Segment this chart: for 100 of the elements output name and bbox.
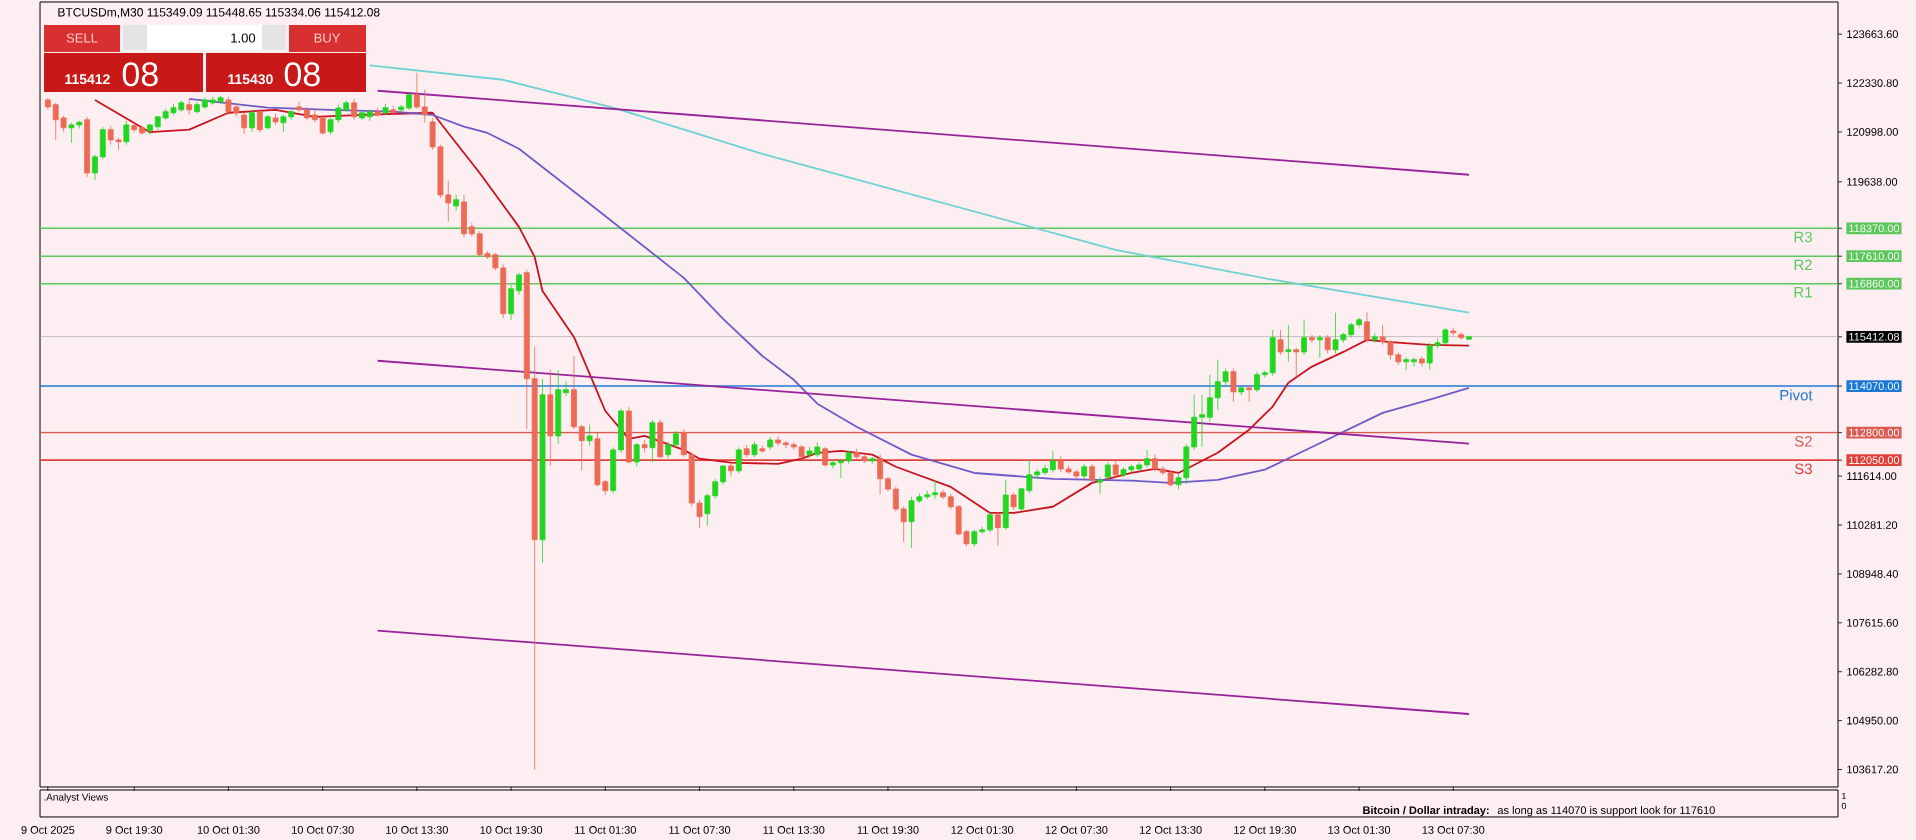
candlestick (147, 123, 153, 136)
x-tick-label: 12 Oct 19:30 (1234, 826, 1296, 834)
ref-line-label: S2 (1794, 436, 1812, 447)
candlestick (673, 430, 679, 448)
y-tick-label: 110281.20 (1847, 521, 1898, 529)
candlestick (84, 116, 91, 178)
candlestick (1191, 394, 1198, 451)
candlestick (1411, 357, 1417, 368)
candlestick (1152, 454, 1158, 472)
candlestick (1089, 463, 1096, 483)
candlestick (131, 122, 138, 133)
candlestick (1081, 463, 1088, 480)
x-tick-label: 10 Oct 07:30 (292, 826, 354, 834)
y-tick-label: 123663.60 (1847, 30, 1898, 39)
candlestick (1356, 317, 1362, 328)
candlestick (720, 464, 727, 486)
candlestick (1309, 334, 1315, 344)
text: as long as 114070 is support look for 117610 (1497, 806, 1715, 817)
candlestick (421, 89, 428, 124)
y-tick-label: 122330.80 (1847, 79, 1898, 87)
candlestick (272, 113, 279, 126)
candlestick (1199, 394, 1205, 448)
candlestick (468, 222, 475, 237)
candlestick (657, 419, 664, 459)
candlestick (249, 109, 255, 133)
candlestick (571, 355, 577, 430)
y-tick-label: 107615.60 (1847, 618, 1898, 627)
candlestick (296, 101, 303, 113)
annotation: 115430 (228, 74, 273, 85)
candlestick (1104, 461, 1111, 481)
candlestick (359, 111, 365, 121)
candlestick (743, 444, 750, 458)
y-tick-label: 104950.00 (1847, 716, 1898, 725)
y-tick-label: 119638.00 (1847, 177, 1898, 186)
candlestick (1002, 479, 1009, 531)
candlestick (264, 114, 271, 131)
candlestick (1034, 468, 1041, 480)
annotation: 1.00 (231, 33, 256, 43)
candlestick (508, 284, 515, 321)
x-tick-label: 10 Oct 19:30 (480, 826, 543, 834)
candlestick (1144, 449, 1150, 468)
candlestick (665, 441, 672, 459)
ref-line-label: Pivot (1780, 389, 1813, 401)
candlestick (390, 105, 397, 115)
candlestick (680, 428, 687, 458)
candlestick (1246, 384, 1253, 403)
candlestick (1371, 332, 1378, 344)
candlestick (1293, 347, 1300, 378)
text: Bitcoin / Dollar intraday: (1363, 806, 1489, 817)
candlestick (649, 419, 656, 463)
candlestick (516, 272, 522, 296)
candlestick (822, 446, 829, 468)
candlestick (1324, 334, 1331, 354)
candlestick (1238, 386, 1245, 396)
candlestick (1049, 450, 1056, 473)
x-tick-label: 12 Oct 13:30 (1139, 826, 1202, 834)
y-tick-label: 112050.00 (1849, 456, 1900, 465)
annotation: 115412 (65, 74, 110, 85)
x-tick-label: 9 Oct 2025 (21, 826, 75, 834)
candlestick (304, 106, 310, 121)
candlestick (1112, 460, 1119, 479)
candlestick (830, 459, 836, 469)
candlestick (1261, 370, 1268, 379)
candlestick (461, 194, 467, 238)
x-tick-label: 12 Oct 07:30 (1045, 826, 1108, 834)
y-tick-label: 114070.00 (1849, 382, 1900, 390)
candlestick (578, 424, 585, 472)
y-tick-label: 111614.00 (1847, 472, 1897, 481)
candlestick (1458, 331, 1465, 341)
chart-title: BTCUSDm,M30 115349.09 115448.65 115334.06 115412.08 (58, 8, 380, 18)
candlestick (625, 406, 632, 464)
text: 0 (1841, 802, 1847, 810)
y-tick-label: 112800.00 (1849, 428, 1900, 437)
candlestick (311, 109, 318, 124)
x-tick-label: 11 Oct 19:30 (857, 826, 919, 834)
candlestick (1403, 357, 1410, 371)
candlestick (837, 459, 844, 479)
candlestick (1097, 476, 1103, 495)
candlestick (555, 369, 562, 445)
candlestick (1042, 464, 1048, 476)
candlestick (123, 120, 130, 146)
candlestick (547, 369, 554, 467)
x-tick-label: 10 Oct 01:30 (197, 826, 260, 834)
candlestick (751, 441, 758, 458)
candlestick (1418, 356, 1425, 368)
candlestick (1277, 329, 1284, 356)
candlestick (782, 440, 789, 449)
candlestick (139, 125, 145, 136)
y-tick-label: 116860.00 (1849, 279, 1900, 288)
candlestick (759, 445, 766, 454)
candlestick (1466, 335, 1472, 341)
ref-line-label: S3 (1794, 463, 1812, 475)
candlestick (563, 380, 569, 397)
annotation: SELL (66, 33, 98, 43)
y-tick-label: 106282.80 (1847, 667, 1898, 676)
ref-line-label: R1 (1794, 287, 1812, 298)
candlestick (186, 98, 193, 116)
candlestick (1285, 324, 1292, 363)
line-series (368, 64, 1470, 314)
candlestick (994, 511, 1001, 547)
